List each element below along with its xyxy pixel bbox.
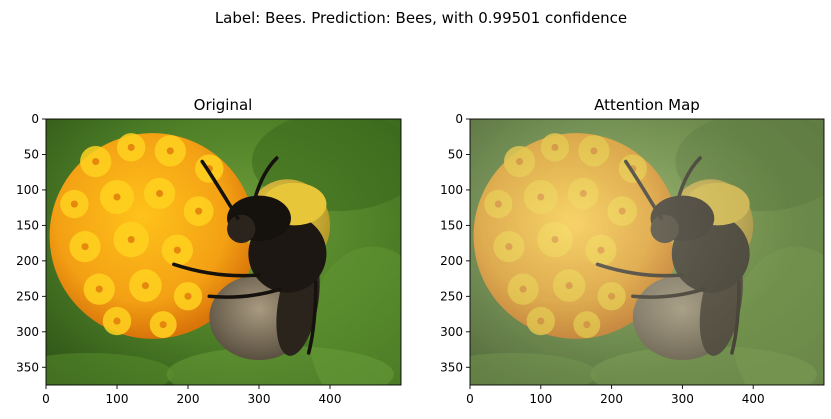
ytick-label: 100 xyxy=(16,183,39,197)
xtick-label: 200 xyxy=(600,392,623,406)
ytick-label: 300 xyxy=(16,325,39,339)
xtick-label: 200 xyxy=(177,392,200,406)
yticks-original: 0 50 100 150 200 250 300 350 xyxy=(16,112,46,374)
image-attention-map xyxy=(428,112,831,417)
xtick-label: 300 xyxy=(671,392,694,406)
ytick-label: 250 xyxy=(440,289,463,303)
image-original xyxy=(3,112,436,417)
xtick-label: 0 xyxy=(42,392,50,406)
xtick-label: 100 xyxy=(106,392,129,406)
ytick-label: 50 xyxy=(24,147,39,161)
ytick-label: 250 xyxy=(16,289,39,303)
axes-title-original: Original xyxy=(194,96,253,114)
ytick-label: 100 xyxy=(440,183,463,197)
figure-suptitle: Label: Bees. Prediction: Bees, with 0.99… xyxy=(215,9,627,27)
ytick-label: 150 xyxy=(16,218,39,232)
ytick-label: 300 xyxy=(440,325,463,339)
ytick-label: 150 xyxy=(440,218,463,232)
ytick-label: 200 xyxy=(440,254,463,268)
subplot-attention: Attention Map 0 100 200 300 400 0 50 100 150 200… xyxy=(428,96,831,417)
ytick-label: 0 xyxy=(31,112,39,126)
ytick-label: 350 xyxy=(16,360,39,374)
ytick-label: 200 xyxy=(16,254,39,268)
xtick-label: 100 xyxy=(529,392,552,406)
xtick-label: 300 xyxy=(248,392,271,406)
xtick-label: 400 xyxy=(319,392,342,406)
subplot-original: Original 0 100 200 300 400 0 50 100 150 200 250 30… xyxy=(3,96,436,417)
xtick-label: 400 xyxy=(742,392,765,406)
yticks-attention: 0 50 100 150 200 250 300 350 xyxy=(440,112,470,374)
xticks-original: 0 100 200 300 400 xyxy=(42,385,341,406)
xtick-label: 0 xyxy=(466,392,474,406)
ytick-label: 350 xyxy=(440,360,463,374)
ytick-label: 0 xyxy=(455,112,463,126)
xticks-attention: 0 100 200 300 400 xyxy=(466,385,764,406)
ytick-label: 50 xyxy=(448,147,463,161)
axes-title-attention: Attention Map xyxy=(594,96,700,114)
